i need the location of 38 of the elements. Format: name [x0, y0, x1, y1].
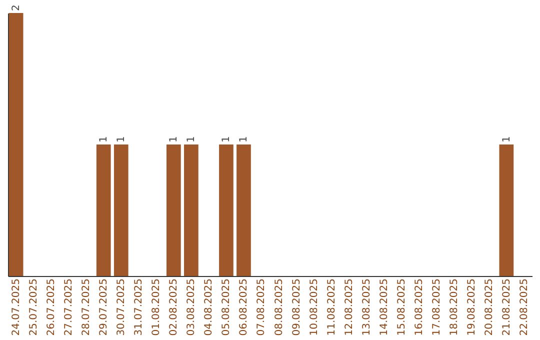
x-tick-label: 28.07.2025 [81, 278, 92, 336]
x-tick-label: 11.08.2025 [326, 278, 338, 336]
x-tick-label: 13.08.2025 [361, 278, 372, 336]
x-tick-label: 07.08.2025 [256, 278, 268, 336]
x-tick-label: 25.07.2025 [28, 278, 40, 336]
data-label: 2 [11, 4, 22, 11]
x-tick-label: 27.07.2025 [64, 278, 75, 336]
data-label: 1 [186, 136, 198, 142]
x-tick-label: 16.08.2025 [414, 278, 425, 336]
x-tick-label: 14.08.2025 [378, 278, 390, 336]
x-tick-label: 22.08.2025 [518, 278, 530, 336]
data-label: 1 [221, 136, 232, 142]
x-tick-label: 05.08.2025 [221, 278, 232, 336]
x-tick-label: 31.07.2025 [134, 278, 145, 336]
data-label: 1 [501, 136, 512, 142]
data-label: 1 [168, 136, 180, 142]
x-tick-label: 04.08.2025 [204, 278, 215, 336]
x-tick-label: 29.07.2025 [98, 278, 110, 336]
x-tick-label: 30.07.2025 [116, 278, 128, 336]
x-tick-label: 19.08.2025 [466, 278, 478, 336]
x-tick-label: 24.07.2025 [11, 278, 22, 336]
x-tick-label: 01.08.2025 [151, 278, 162, 336]
x-tick-label: 09.08.2025 [291, 278, 302, 336]
x-tick-label: 03.08.2025 [186, 278, 198, 336]
x-tick-label: 08.08.2025 [274, 278, 285, 336]
x-tick-label: 15.08.2025 [396, 278, 408, 336]
data-label: 1 [238, 136, 250, 142]
x-tick-label: 06.08.2025 [238, 278, 250, 336]
x-tick-label: 18.08.2025 [448, 278, 460, 336]
x-tick-label: 26.07.2025 [46, 278, 58, 336]
x-tick-label: 02.08.2025 [168, 278, 180, 336]
x-tick-label: 12.08.2025 [344, 278, 355, 336]
x-tick-label: 21.08.2025 [501, 278, 512, 336]
x-tick-label: 17.08.2025 [431, 278, 442, 336]
data-label: 1 [98, 136, 110, 142]
x-tick-label: 20.08.2025 [484, 278, 495, 336]
x-tick-label: 10.08.2025 [308, 278, 320, 336]
data-label: 1 [116, 136, 128, 142]
